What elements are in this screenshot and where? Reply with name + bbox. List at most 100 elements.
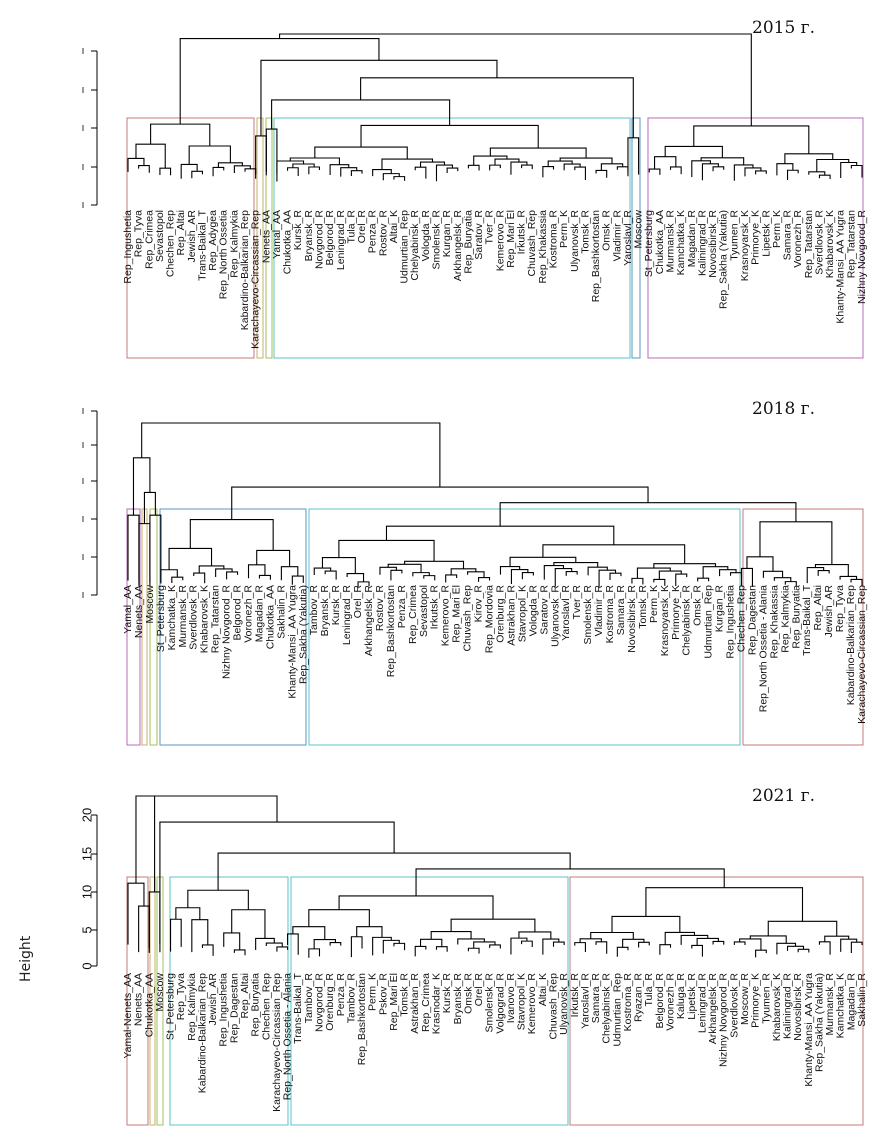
leaf-label: Sevastopol (418, 585, 430, 637)
leaf-label: Voronezh_R (792, 210, 804, 268)
dendrogram-link (404, 560, 465, 569)
leaf-label: St_Petersburg (165, 973, 177, 1040)
cluster-box (149, 508, 158, 746)
dendrogram-link (313, 567, 332, 575)
dendrogram-link (784, 153, 834, 164)
leaf-label: St_Petersburg (643, 210, 655, 277)
leaf-label: Nizhny Novgorod_R (856, 210, 868, 304)
dendrogram-link (193, 572, 206, 584)
dendrogram-link (279, 33, 752, 126)
dendrogram-link (138, 523, 151, 586)
leaf-label: Stavropol_K (516, 973, 528, 1030)
leaf-label: Lipetsk_R (686, 973, 698, 1020)
dendrogram-link (755, 170, 767, 175)
leaf-label: Omsk_R (692, 585, 704, 626)
panel-title-2018: 2018 г. (752, 399, 815, 419)
leaf-label: Perm_K (648, 585, 660, 623)
leaf-label: Perm_K (558, 210, 570, 248)
dendrogram-link (280, 566, 299, 581)
leaf-label: Rep_Buryatia (462, 210, 474, 274)
panel-title-2015: 2015 г. (752, 18, 815, 38)
dendrogram-link (360, 77, 634, 138)
dendrogram-link (553, 562, 599, 568)
leaf-label: Rep_Bashkortostan (356, 973, 368, 1065)
leaf-label: Tambov_R (345, 973, 357, 1024)
dendrogram-link (414, 945, 427, 957)
leaf-label: Karachayevo-Circassian_Rep (250, 210, 262, 349)
dendrogram-link (542, 165, 555, 178)
leaf-label: Primorye_K (670, 585, 682, 640)
dendrogram-link (260, 59, 498, 136)
leaf-label: Chukotka_AA (264, 585, 276, 649)
leaf-label: Novgorod_R (313, 210, 325, 269)
dendrogram-link (360, 124, 539, 149)
dendrogram-link (680, 934, 709, 945)
dendrogram-link (180, 163, 198, 179)
dendrogram-link (729, 572, 743, 587)
dendrogram-link (467, 164, 480, 171)
leaf-label: Samara_R (615, 585, 627, 636)
leaf-label: Samara_R (782, 210, 794, 261)
dendrogram-link (762, 570, 784, 578)
dendrogram-link (636, 567, 671, 579)
dendrogram-link (160, 569, 178, 583)
leaf-label: Rep_Ingushetia (122, 210, 134, 284)
dendrogram-link (691, 944, 703, 957)
dendrogram-link (233, 165, 251, 174)
leaf-label: Rep_Mari El (451, 585, 463, 643)
leaf-label: Tula_R (643, 973, 655, 1007)
dendrogram-link (338, 895, 494, 920)
dendrogram-link (321, 557, 356, 574)
dendrogram-link (135, 795, 216, 884)
leaf-label: Rep_Crimea (143, 210, 155, 269)
leaf-label: Kabardino-Balkarian_Rep (845, 585, 857, 705)
leaf-label: Rep_Tatarstan (803, 210, 815, 278)
leaf-label: Bryansk_R (319, 585, 331, 637)
leaf-label: Astrakhan_R (505, 585, 517, 646)
leaf-label: Ulyanovsk_R (558, 973, 570, 1035)
dendrogram-link (423, 575, 436, 581)
leaf-label: Chelyabinsk_R (601, 973, 613, 1044)
dendrogram-link (308, 909, 370, 927)
dendrogram-link (719, 569, 737, 577)
panel-title-2021: 2021 г. (752, 786, 815, 806)
cluster-box (308, 508, 741, 746)
leaf-label: Chukotka_AA (654, 210, 666, 274)
leaf-label: Rep_North Ossetia - Alania (757, 585, 769, 712)
dendrogram-link (379, 566, 397, 575)
leaf-label: Novosibirsk_R (792, 973, 804, 1041)
leaf-label: Tver_R (571, 585, 583, 620)
leaf-label: Khabarovsk_K (199, 585, 211, 653)
dendrogram-link (212, 166, 225, 177)
dendrogram-link (191, 919, 209, 953)
leaf-label: Rep_Buryatia (250, 973, 262, 1037)
dendrogram-link (473, 155, 508, 166)
dendrogram-link (179, 37, 380, 125)
leaf-label: Sverdlovsk_R (813, 210, 825, 275)
leaf-label: Chechen_Rep (165, 210, 177, 277)
dendrogram-link (664, 145, 723, 158)
leaf-label: Yaroslavl_R (622, 210, 634, 266)
dendrogram-link (338, 539, 435, 562)
y-tick-label: 5 (80, 926, 95, 933)
dendrogram-link (324, 570, 337, 580)
cluster-box (169, 876, 289, 1126)
dendrogram-link (170, 918, 182, 952)
leaf-label: Altai_K (388, 210, 400, 243)
dendrogram-link (415, 868, 725, 896)
leaf-label: Karachayevo-Circassian_Rep (271, 973, 283, 1112)
dendrogram-link (150, 123, 211, 147)
leaf-label: Rep_North Ossetia (218, 210, 230, 299)
leaf-label: Kemerovo_R (440, 585, 452, 647)
leaf-label: Tyumen_R (728, 210, 740, 261)
cluster-box (265, 117, 273, 359)
dendrogram-tree (127, 33, 863, 182)
dendrogram-link (521, 164, 533, 170)
dendrogram-link (489, 944, 501, 949)
leaf-label: Bryansk_R (452, 973, 464, 1025)
leaf-label: Kostroma_R (622, 973, 634, 1032)
y-tick-label: 10 (80, 885, 95, 899)
leaf-label: Rep_Buryatia (790, 585, 802, 649)
leaf-label: Krasnoyarsk_K (659, 585, 671, 656)
leaf-label: Yamal_AA (122, 585, 134, 634)
